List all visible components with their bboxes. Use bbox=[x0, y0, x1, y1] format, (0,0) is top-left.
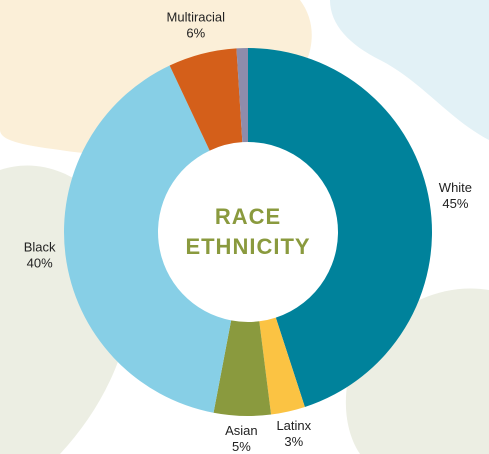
value-label: 3% bbox=[284, 434, 303, 449]
value-label: 5% bbox=[232, 439, 251, 454]
slice-label: Asian bbox=[225, 423, 258, 438]
value-label: 40% bbox=[27, 255, 53, 270]
chart: RACE ETHNICITY White45% Latinx3% Asian5% Bl… bbox=[0, 0, 489, 454]
slice-label: Multiracial bbox=[167, 10, 226, 25]
center-text: RACE bbox=[215, 204, 281, 229]
slice-label: Black bbox=[24, 239, 56, 254]
value-label: 45% bbox=[442, 196, 468, 211]
slice-label: White bbox=[439, 180, 472, 195]
slice-label: Latinx bbox=[276, 418, 311, 433]
value-label: 6% bbox=[186, 26, 205, 41]
center-text: ETHNICITY bbox=[185, 234, 310, 259]
